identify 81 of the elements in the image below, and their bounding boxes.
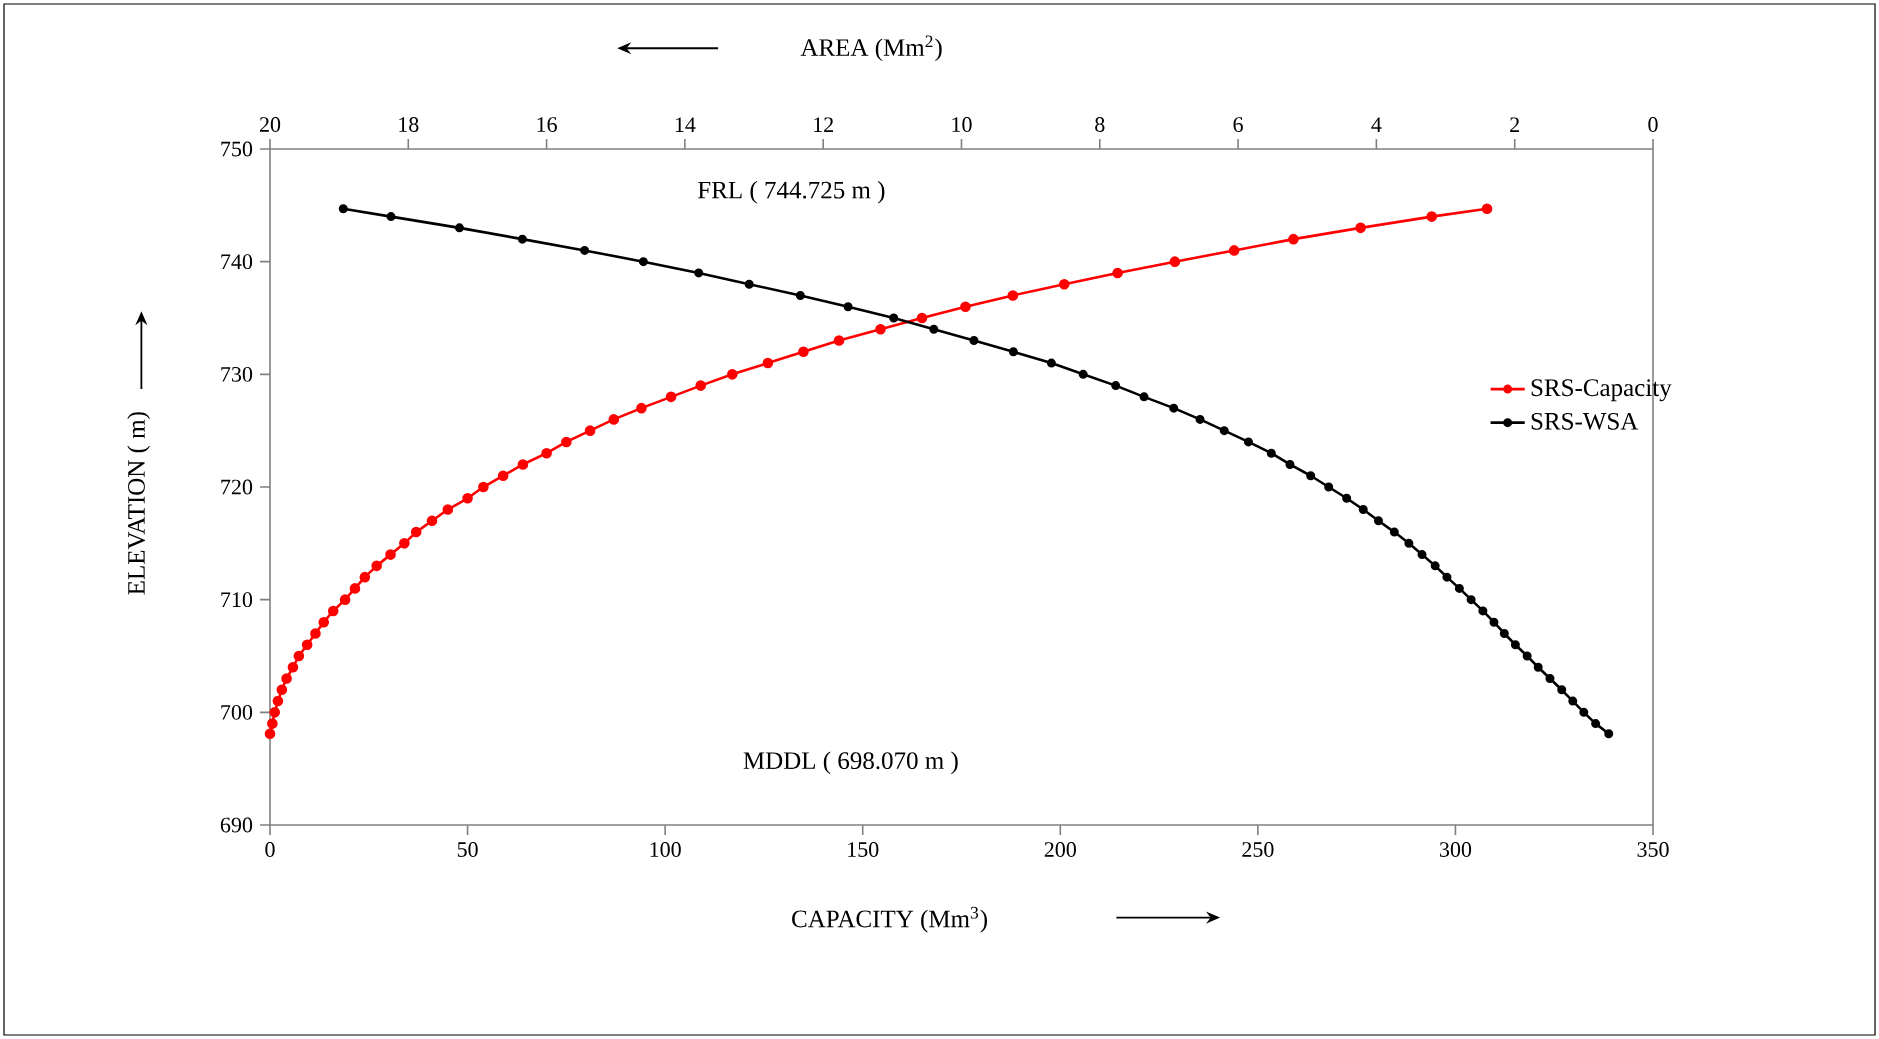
point [584,425,596,436]
x2-tick-label: 12 [814,117,833,132]
legend-label: SRS-Capacity [1531,379,1672,402]
point [371,560,382,572]
point [349,583,361,594]
y-tick-label: 720 [221,479,253,495]
x-tick-label: 0 [265,842,275,857]
point [727,369,738,380]
x2-tick-label: 10 [952,117,972,132]
point [327,605,339,617]
x-tick-label: 200 [1044,842,1076,857]
point [798,346,809,358]
point [608,414,620,425]
point [293,650,305,662]
point [410,526,422,538]
x-axis-title: CAPACITY (Mm$^{3}$) [792,906,987,933]
x-tick-label: 300 [1440,842,1472,857]
point [497,470,509,482]
point [665,391,677,403]
x2-tick-label: 0 [1648,117,1658,132]
x-tick-label: 250 [1242,842,1274,857]
legend-label: SRS-WSA [1531,412,1639,430]
x2-tick-label: 18 [399,117,419,132]
point [916,312,928,324]
x-tick-label: 100 [650,842,681,857]
y-tick-label: 750 [221,141,253,157]
x2-tick-label: 20 [259,117,281,132]
point [695,380,707,391]
point [541,447,552,459]
annotation: FRL ( 744.725 m ) [698,180,885,204]
y-tick-label: 730 [221,366,253,382]
point [1007,290,1019,301]
point [276,684,288,696]
x2-tick-label: 8 [1095,117,1105,132]
point [269,707,281,718]
point [1169,256,1181,267]
point [517,459,529,470]
point [960,301,971,313]
point [1355,222,1366,234]
point [318,616,330,628]
y-tick-label: 700 [221,704,253,720]
point [272,695,284,707]
x2-tick-label: 4 [1371,117,1382,132]
point [478,481,489,493]
point [833,335,845,346]
point [385,549,396,560]
point [1058,278,1070,290]
y-tick-label: 710 [221,592,253,608]
point [310,628,321,639]
point [339,594,351,605]
x2-tick-label: 14 [675,117,696,132]
y-tick-label: 740 [221,254,253,270]
x2-tick-label: 6 [1233,117,1243,132]
point [1112,267,1123,279]
x-tick-label: 50 [457,842,478,857]
x2-axis-title: AREA (Mm$^{2}$) [800,35,942,62]
y-tick-label: 690 [220,817,253,833]
x2-tick-label: 16 [537,117,557,132]
y-axis-title: ELEVATION ( m) [127,412,150,595]
x-tick-label: 350 [1637,842,1669,857]
point [561,436,572,448]
point [301,639,313,651]
point [1426,211,1438,222]
point [399,538,410,549]
point [426,515,438,527]
point [267,718,278,729]
x-tick-label: 150 [848,842,879,857]
point [636,402,647,414]
point [462,492,473,504]
point [442,504,454,515]
point [1481,203,1493,215]
point [1288,233,1299,245]
x2-tick-label: 2 [1510,117,1519,132]
point [359,571,371,583]
point [1228,245,1240,256]
point [875,323,886,335]
point [264,728,276,740]
annotation: MDDL ( 698.070 m ) [743,751,958,775]
point [287,661,299,673]
point [281,673,292,684]
point [762,357,774,369]
